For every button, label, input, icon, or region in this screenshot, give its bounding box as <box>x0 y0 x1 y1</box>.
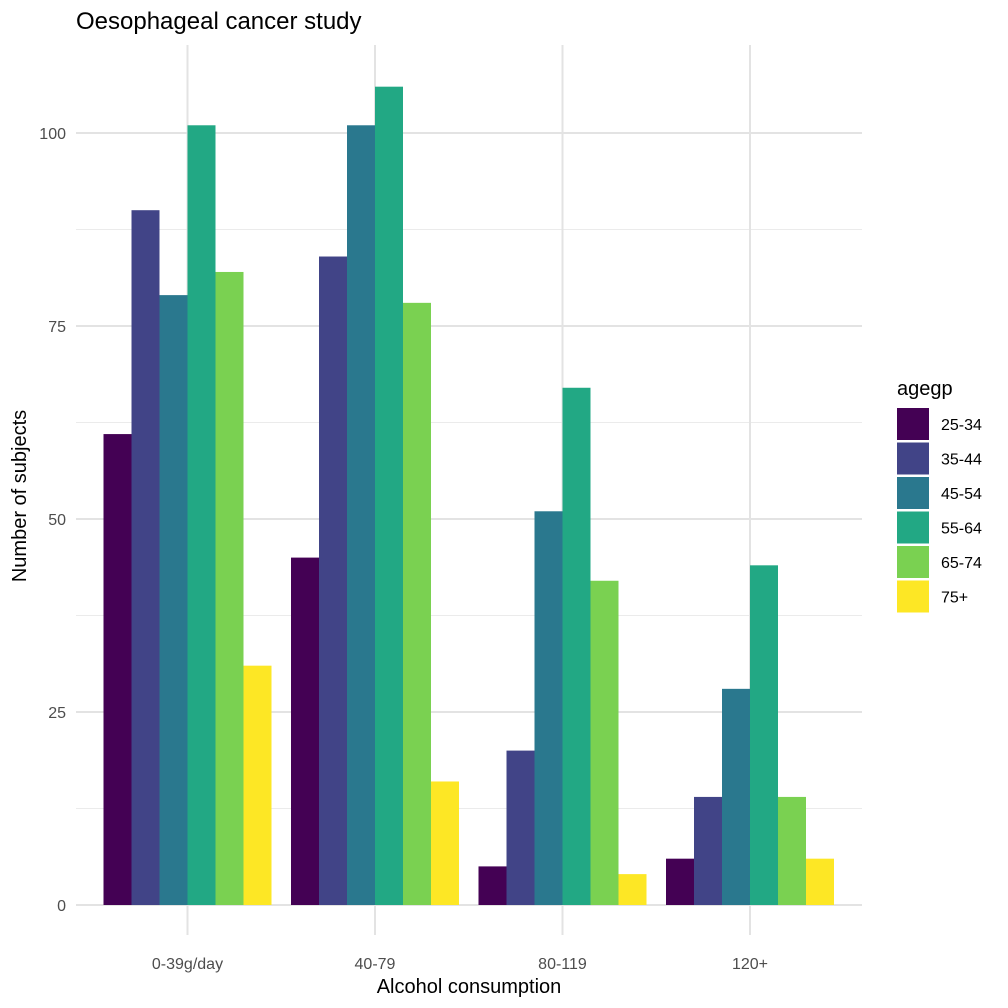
y-tick-label: 50 <box>48 512 66 529</box>
legend-title: agegp <box>897 378 953 400</box>
y-tick-label: 25 <box>48 705 66 722</box>
legend-label: 75+ <box>941 590 968 607</box>
bar-65-74-80-119 <box>590 580 619 905</box>
legend-key <box>897 442 929 475</box>
bar-35-44-80-119 <box>506 750 535 905</box>
bar-45-54-80-119 <box>534 511 563 905</box>
legend-key <box>897 511 929 544</box>
bars <box>103 86 834 906</box>
x-axis-label: Alcohol consumption <box>377 976 562 998</box>
x-tick-label: 40-79 <box>355 956 396 973</box>
legend-label: 65-74 <box>941 555 982 572</box>
bar-65-74-120+ <box>778 796 806 905</box>
x-tick-label: 0-39g/day <box>152 956 223 973</box>
bar-75+-0-39g/day <box>243 665 272 905</box>
bar-55-64-80-119 <box>562 387 591 905</box>
x-tick-label: 80-119 <box>538 956 587 973</box>
bar-25-34-0-39g/day <box>103 434 132 905</box>
legend-label: 25-34 <box>941 417 982 434</box>
y-axis-label: Number of subjects <box>9 410 31 582</box>
bar-55-64-40-79 <box>375 86 403 906</box>
bar-45-54-120+ <box>722 688 750 905</box>
bar-35-44-0-39g/day <box>131 210 160 905</box>
bar-55-64-0-39g/day <box>187 125 216 905</box>
bar-35-44-40-79 <box>319 256 347 905</box>
bar-75+-120+ <box>806 858 834 905</box>
legend-label: 55-64 <box>941 521 982 538</box>
bar-25-34-120+ <box>666 858 694 905</box>
legend-key <box>897 580 929 613</box>
bar-75+-80-119 <box>618 874 647 905</box>
legend-key <box>897 477 929 509</box>
bar-25-34-80-119 <box>478 866 507 905</box>
bar-45-54-0-39g/day <box>159 295 188 905</box>
bar-65-74-0-39g/day <box>215 271 244 906</box>
legend-label: 45-54 <box>941 486 982 503</box>
bar-75+-40-79 <box>431 781 459 905</box>
chart-title: Oesophageal cancer study <box>76 8 362 35</box>
bar-45-54-40-79 <box>347 125 375 905</box>
legend-key <box>897 546 929 578</box>
x-tick-label: 120+ <box>732 956 768 973</box>
bar-65-74-40-79 <box>403 302 431 906</box>
legend-label: 35-44 <box>941 452 982 469</box>
bar-55-64-120+ <box>750 565 778 905</box>
bar-25-34-40-79 <box>291 557 319 905</box>
legend: agegp 25-34 35-44 45-54 55-64 65-74 75+ <box>897 378 982 613</box>
x-tick-labels: 0-39g/day 40-79 80-119 120+ <box>152 956 768 973</box>
legend-key <box>897 408 929 440</box>
y-tick-label: 100 <box>39 126 66 143</box>
y-tick-label: 75 <box>48 319 66 336</box>
y-tick-label: 0 <box>57 898 66 915</box>
y-tick-labels: 0 25 50 75 100 <box>39 126 66 915</box>
bar-35-44-120+ <box>694 796 722 905</box>
